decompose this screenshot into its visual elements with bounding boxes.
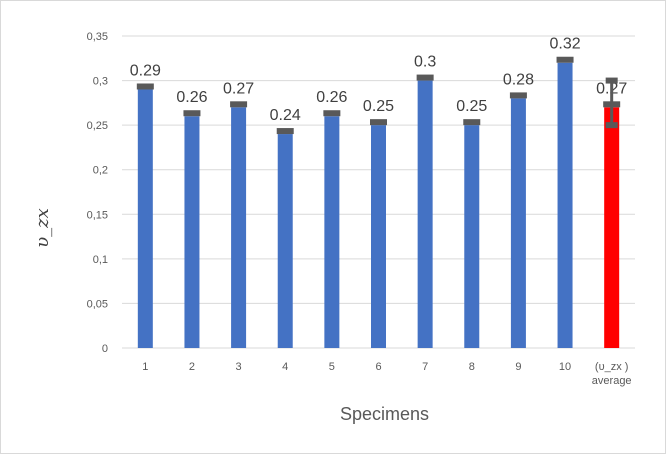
error-bar-cap [277, 128, 294, 134]
data-label: 0.27 [223, 80, 254, 97]
error-bar-cap [137, 83, 154, 89]
bar [418, 81, 433, 348]
bar [184, 116, 199, 348]
y-tick-label: 0,35 [87, 31, 108, 43]
bar [511, 98, 526, 348]
data-label: 0.29 [130, 62, 161, 79]
bar [604, 107, 619, 348]
data-label: 0.25 [456, 98, 487, 115]
y-tick-label: 0,3 [93, 76, 108, 88]
x-tick-label: (υ_zx ) average [592, 361, 632, 387]
error-bar-cap [463, 119, 480, 125]
y-tick-label: 0,05 [87, 298, 108, 310]
bar [464, 125, 479, 348]
y-tick-label: 0 [102, 343, 108, 355]
bar [558, 63, 573, 348]
y-tick-label: 0,25 [87, 120, 108, 132]
data-label: 0.28 [503, 71, 534, 88]
data-label: 0.25 [363, 98, 394, 115]
data-label: 0.3 [414, 54, 436, 71]
error-bar-cap [557, 57, 574, 63]
error-bar-cap [417, 75, 434, 81]
data-label: 0.26 [176, 89, 207, 106]
x-tick-label: 7 [422, 361, 428, 373]
x-tick-label: 4 [282, 361, 288, 373]
x-tick-label: 5 [329, 361, 335, 373]
bar [324, 116, 339, 348]
x-tick-label: 1 [142, 361, 148, 373]
y-tick-label: 0,1 [93, 254, 108, 266]
bar [371, 125, 386, 348]
y-axis-title: υ_zx [32, 208, 53, 248]
error-bar-cap [230, 101, 247, 107]
y-tick-label: 0,15 [87, 209, 108, 221]
x-tick-label: 8 [469, 361, 475, 373]
x-tick-label: 2 [189, 361, 195, 373]
data-label: 0.26 [316, 89, 347, 106]
error-bar-cap [510, 92, 527, 98]
y-tick-label: 0,2 [93, 165, 108, 177]
error-bar-cap [323, 110, 340, 116]
bar [138, 89, 153, 348]
x-tick-label: 3 [236, 361, 242, 373]
x-tick-label: 10 [559, 361, 571, 373]
x-tick-label: 9 [515, 361, 521, 373]
average-error-bar-top [606, 78, 618, 84]
bar [231, 107, 246, 348]
x-axis-title: Specimens [340, 404, 429, 424]
error-bar-cap [183, 110, 200, 116]
data-label: 0.32 [549, 36, 580, 53]
bar [278, 134, 293, 348]
average-error-bar-bottom [606, 122, 618, 128]
data-label: 0.24 [270, 107, 301, 124]
error-bar-cap [370, 119, 387, 125]
x-tick-label: 6 [375, 361, 381, 373]
